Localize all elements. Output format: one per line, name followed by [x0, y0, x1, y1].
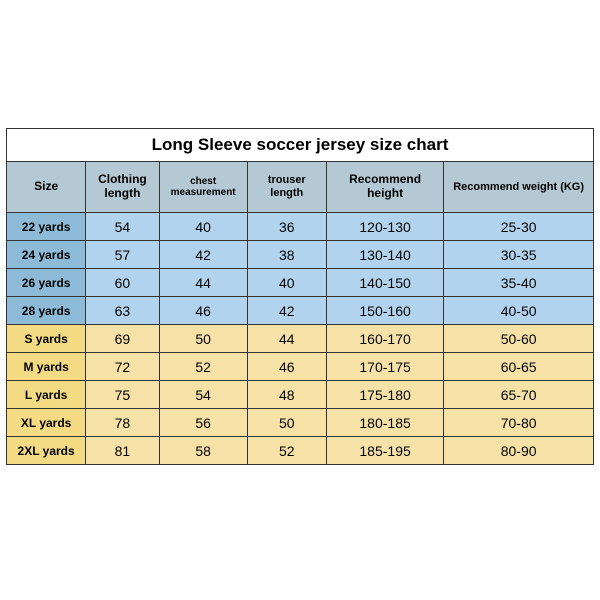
col-header: Clothing length: [86, 162, 159, 213]
title-row: Long Sleeve soccer jersey size chart: [7, 129, 594, 162]
table-cell: 65-70: [444, 381, 594, 409]
table-cell: 50: [247, 409, 326, 437]
table-cell: 24 yards: [7, 241, 86, 269]
table-cell: 54: [86, 213, 159, 241]
table-cell: 52: [247, 437, 326, 465]
table-cell: 44: [159, 269, 247, 297]
table-cell: 28 yards: [7, 297, 86, 325]
chart-container: Long Sleeve soccer jersey size chart Siz…: [0, 0, 600, 465]
table-cell: 185-195: [326, 437, 443, 465]
size-chart-table: Long Sleeve soccer jersey size chart Siz…: [6, 128, 594, 465]
table-cell: S yards: [7, 325, 86, 353]
table-cell: 58: [159, 437, 247, 465]
table-cell: 22 yards: [7, 213, 86, 241]
chart-title: Long Sleeve soccer jersey size chart: [7, 129, 594, 162]
table-cell: 46: [247, 353, 326, 381]
table-head: Long Sleeve soccer jersey size chart Siz…: [7, 129, 594, 213]
table-cell: 35-40: [444, 269, 594, 297]
table-cell: 50: [159, 325, 247, 353]
table-cell: 60-65: [444, 353, 594, 381]
table-row: XL yards785650180-18570-80: [7, 409, 594, 437]
table-cell: 56: [159, 409, 247, 437]
col-header: Recommend weight (KG): [444, 162, 594, 213]
table-cell: 140-150: [326, 269, 443, 297]
table-cell: 160-170: [326, 325, 443, 353]
table-cell: 130-140: [326, 241, 443, 269]
table-cell: 40-50: [444, 297, 594, 325]
table-cell: 42: [159, 241, 247, 269]
table-row: L yards755448175-18065-70: [7, 381, 594, 409]
table-cell: 30-35: [444, 241, 594, 269]
table-cell: M yards: [7, 353, 86, 381]
table-cell: L yards: [7, 381, 86, 409]
table-cell: 69: [86, 325, 159, 353]
table-cell: 40: [159, 213, 247, 241]
table-cell: 54: [159, 381, 247, 409]
table-cell: 42: [247, 297, 326, 325]
table-cell: 70-80: [444, 409, 594, 437]
table-cell: 36: [247, 213, 326, 241]
table-cell: 38: [247, 241, 326, 269]
col-header: Size: [7, 162, 86, 213]
table-cell: 25-30: [444, 213, 594, 241]
table-cell: 40: [247, 269, 326, 297]
table-cell: 78: [86, 409, 159, 437]
table-cell: 75: [86, 381, 159, 409]
table-cell: 57: [86, 241, 159, 269]
table-cell: 180-185: [326, 409, 443, 437]
table-cell: XL yards: [7, 409, 86, 437]
table-cell: 175-180: [326, 381, 443, 409]
table-cell: 120-130: [326, 213, 443, 241]
table-body: 22 yards544036120-13025-3024 yards574238…: [7, 213, 594, 465]
table-cell: 63: [86, 297, 159, 325]
col-header: Recommend height: [326, 162, 443, 213]
table-row: M yards725246170-17560-65: [7, 353, 594, 381]
table-row: 26 yards604440140-15035-40: [7, 269, 594, 297]
table-row: 24 yards574238130-14030-35: [7, 241, 594, 269]
header-row: Size Clothing length chest measurement t…: [7, 162, 594, 213]
table-cell: 48: [247, 381, 326, 409]
table-cell: 50-60: [444, 325, 594, 353]
table-cell: 80-90: [444, 437, 594, 465]
table-row: 22 yards544036120-13025-30: [7, 213, 594, 241]
table-cell: 44: [247, 325, 326, 353]
table-cell: 81: [86, 437, 159, 465]
table-cell: 170-175: [326, 353, 443, 381]
table-cell: 72: [86, 353, 159, 381]
table-cell: 2XL yards: [7, 437, 86, 465]
table-cell: 60: [86, 269, 159, 297]
table-cell: 46: [159, 297, 247, 325]
table-row: 2XL yards815852185-19580-90: [7, 437, 594, 465]
table-cell: 26 yards: [7, 269, 86, 297]
col-header: chest measurement: [159, 162, 247, 213]
table-cell: 52: [159, 353, 247, 381]
table-row: 28 yards634642150-16040-50: [7, 297, 594, 325]
col-header: trouser length: [247, 162, 326, 213]
table-row: S yards695044160-17050-60: [7, 325, 594, 353]
table-cell: 150-160: [326, 297, 443, 325]
